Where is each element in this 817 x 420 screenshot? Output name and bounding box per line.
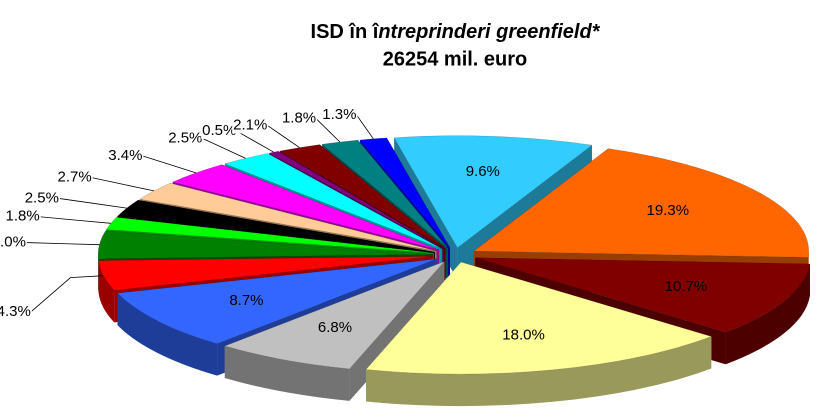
slice xyxy=(224,153,443,250)
leader-line xyxy=(25,242,100,246)
data-label: 1.3% xyxy=(322,106,356,123)
leader-line xyxy=(30,275,104,313)
data-label: 10.7% xyxy=(665,278,708,295)
leader-line xyxy=(236,130,274,153)
leader-line xyxy=(267,125,300,148)
slice-side xyxy=(224,346,350,401)
data-label: 1.8% xyxy=(282,110,316,127)
label-bg xyxy=(280,109,318,127)
leader-line xyxy=(315,118,341,143)
data-label: 8.7% xyxy=(229,292,263,309)
pie: 9.6% 19.3% 10.7% 18.0% 6.8% 8.7% 4.3% 4.0% 1.8% 2… xyxy=(0,105,811,407)
data-label: 4.0% xyxy=(0,234,26,251)
leader-line xyxy=(91,177,154,192)
data-label: 19.3% xyxy=(647,202,690,219)
label-bg xyxy=(201,121,238,139)
data-label: 2.7% xyxy=(58,169,92,186)
slice xyxy=(393,135,593,249)
slice-side-shade xyxy=(224,346,350,401)
label-bg xyxy=(23,189,60,207)
label-bg xyxy=(232,116,269,134)
label-bg xyxy=(0,233,27,251)
chart-subtitle: 26254 mil. euro xyxy=(383,48,528,70)
slice xyxy=(473,148,809,258)
label-bg xyxy=(167,129,204,147)
label-bg xyxy=(107,146,144,164)
leader-line xyxy=(356,114,374,140)
label-bg xyxy=(4,207,41,225)
leader-line xyxy=(202,138,246,159)
data-label: 1.8% xyxy=(6,208,40,225)
slice xyxy=(117,258,437,344)
data-label: 2.5% xyxy=(25,189,59,206)
data-label: 2.1% xyxy=(233,116,267,133)
data-label: 0.5% xyxy=(202,122,236,139)
slice xyxy=(224,261,445,370)
title-part: ntreprinderi greenfield* xyxy=(378,21,600,43)
slice xyxy=(171,164,440,251)
slice xyxy=(97,230,434,260)
slice xyxy=(365,261,713,375)
data-label: 9.6% xyxy=(466,163,500,180)
data-label: 3.4% xyxy=(108,147,142,164)
slice xyxy=(116,199,435,253)
label-bg xyxy=(321,105,358,123)
slice-side xyxy=(366,336,712,407)
slice-side xyxy=(725,263,810,365)
title-part: ISD în î xyxy=(311,21,380,43)
leader-line xyxy=(39,216,111,224)
label-bg xyxy=(56,168,93,186)
label-bg xyxy=(0,302,32,320)
leader-line xyxy=(142,155,197,174)
data-label: 6.8% xyxy=(318,319,352,336)
slice-side xyxy=(117,293,218,376)
slice xyxy=(279,144,446,249)
leader-line xyxy=(58,198,127,209)
slice xyxy=(138,182,437,252)
slice-side-shade xyxy=(366,336,712,407)
slice xyxy=(475,257,811,333)
data-label: 2.5% xyxy=(168,129,202,146)
slice-side-shade xyxy=(725,263,810,365)
data-label: 4.3% xyxy=(0,303,31,320)
chart-title: ISD în întreprinderi greenfield* xyxy=(311,21,601,43)
slice-side-shade xyxy=(117,293,218,376)
slice xyxy=(359,137,451,249)
data-label: 18.0% xyxy=(502,326,545,343)
